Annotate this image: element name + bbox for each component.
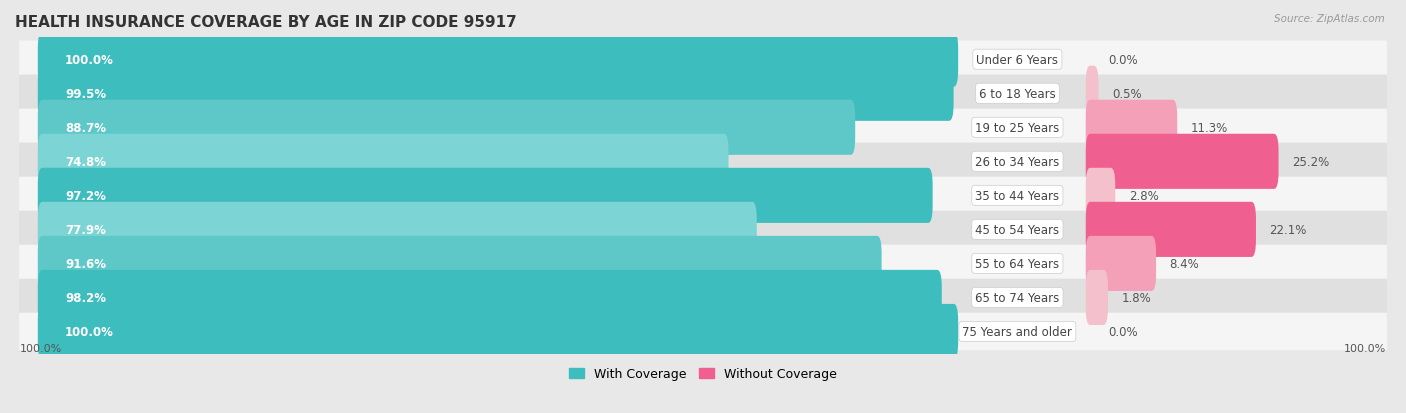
Text: 91.6%: 91.6% [65, 257, 105, 270]
FancyBboxPatch shape [1085, 270, 1108, 325]
FancyBboxPatch shape [1085, 134, 1278, 190]
Text: 22.1%: 22.1% [1270, 223, 1308, 236]
FancyBboxPatch shape [1085, 236, 1156, 291]
Text: Source: ZipAtlas.com: Source: ZipAtlas.com [1274, 14, 1385, 24]
FancyBboxPatch shape [38, 270, 942, 325]
Text: 35 to 44 Years: 35 to 44 Years [976, 190, 1060, 202]
Text: 1.8%: 1.8% [1122, 291, 1152, 304]
Text: 6 to 18 Years: 6 to 18 Years [979, 88, 1056, 100]
Text: 100.0%: 100.0% [65, 54, 114, 66]
FancyBboxPatch shape [20, 109, 1386, 147]
Text: 97.2%: 97.2% [65, 190, 105, 202]
FancyBboxPatch shape [1085, 100, 1177, 155]
Text: 25.2%: 25.2% [1292, 155, 1330, 169]
Legend: With Coverage, Without Coverage: With Coverage, Without Coverage [564, 363, 842, 385]
Text: 77.9%: 77.9% [65, 223, 105, 236]
FancyBboxPatch shape [38, 134, 728, 190]
FancyBboxPatch shape [20, 279, 1386, 316]
Text: 65 to 74 Years: 65 to 74 Years [976, 291, 1060, 304]
Text: 98.2%: 98.2% [65, 291, 105, 304]
FancyBboxPatch shape [38, 169, 932, 223]
Text: 74.8%: 74.8% [65, 155, 105, 169]
FancyBboxPatch shape [20, 41, 1386, 79]
FancyBboxPatch shape [20, 177, 1386, 214]
FancyBboxPatch shape [1085, 202, 1256, 257]
FancyBboxPatch shape [20, 313, 1386, 350]
Text: HEALTH INSURANCE COVERAGE BY AGE IN ZIP CODE 95917: HEALTH INSURANCE COVERAGE BY AGE IN ZIP … [15, 15, 517, 30]
FancyBboxPatch shape [38, 202, 756, 257]
Text: 11.3%: 11.3% [1191, 121, 1227, 135]
FancyBboxPatch shape [38, 33, 957, 88]
Text: 8.4%: 8.4% [1170, 257, 1199, 270]
FancyBboxPatch shape [1085, 66, 1098, 121]
FancyBboxPatch shape [1085, 169, 1115, 223]
FancyBboxPatch shape [38, 100, 855, 155]
Text: 100.0%: 100.0% [20, 343, 62, 353]
FancyBboxPatch shape [20, 245, 1386, 282]
FancyBboxPatch shape [20, 143, 1386, 180]
Text: 99.5%: 99.5% [65, 88, 107, 100]
FancyBboxPatch shape [38, 304, 957, 359]
FancyBboxPatch shape [20, 211, 1386, 249]
FancyBboxPatch shape [38, 66, 953, 121]
Text: 26 to 34 Years: 26 to 34 Years [976, 155, 1060, 169]
FancyBboxPatch shape [20, 75, 1386, 113]
Text: 100.0%: 100.0% [65, 325, 114, 338]
Text: 45 to 54 Years: 45 to 54 Years [976, 223, 1060, 236]
Text: 0.0%: 0.0% [1108, 325, 1137, 338]
Text: 55 to 64 Years: 55 to 64 Years [976, 257, 1060, 270]
Text: 0.5%: 0.5% [1112, 88, 1142, 100]
Text: 2.8%: 2.8% [1129, 190, 1159, 202]
Text: 75 Years and older: 75 Years and older [963, 325, 1073, 338]
Text: 88.7%: 88.7% [65, 121, 105, 135]
FancyBboxPatch shape [38, 236, 882, 291]
Text: 0.0%: 0.0% [1108, 54, 1137, 66]
Text: 100.0%: 100.0% [1344, 343, 1386, 353]
Text: Under 6 Years: Under 6 Years [976, 54, 1059, 66]
Text: 19 to 25 Years: 19 to 25 Years [976, 121, 1060, 135]
